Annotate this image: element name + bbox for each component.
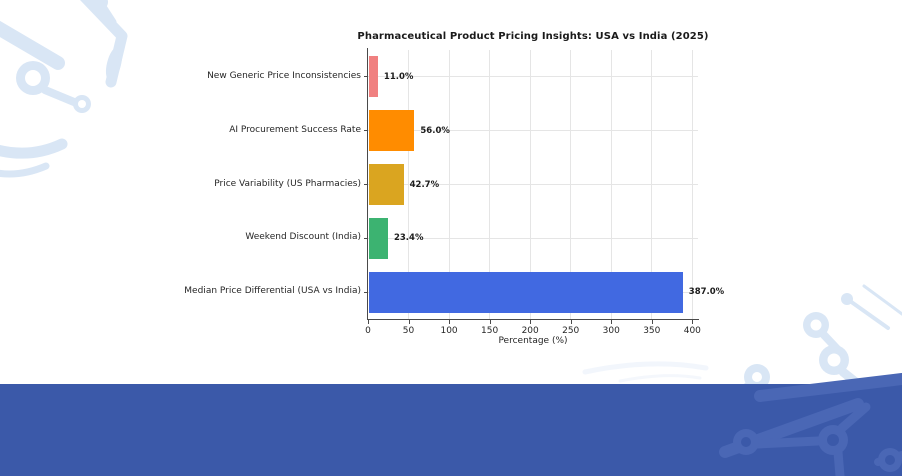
circuit-trace <box>0 20 65 70</box>
circuit-pad <box>841 293 853 305</box>
circuit-trace <box>41 86 78 106</box>
y-tick-mark <box>364 291 368 293</box>
circuit-pad-hole <box>885 455 895 465</box>
x-tick-label: 300 <box>602 326 620 336</box>
x-tick-mark <box>570 320 572 324</box>
y-tick-mark <box>364 184 368 185</box>
x-tick-label: 350 <box>643 326 661 336</box>
y-tick-mark <box>364 76 368 78</box>
y-gridline <box>368 237 698 239</box>
category-label: Price Variability (US Pharmacies) <box>214 178 361 189</box>
x-tick-label: 50 <box>402 326 415 336</box>
bar-3 <box>369 217 388 259</box>
x-tick-mark <box>651 320 653 324</box>
bar-value-label: 11.0% <box>383 71 414 82</box>
circuit-pad-holes-right <box>752 319 841 382</box>
circuit-pad-hole <box>810 319 822 331</box>
bar-value-label: 42.7% <box>409 179 440 190</box>
circuit-trace <box>582 361 709 375</box>
y-tick-mark <box>364 237 368 239</box>
circuit-trace <box>618 374 702 383</box>
x-tick-label: 400 <box>683 326 701 336</box>
circuit-pad <box>92 0 108 10</box>
x-tick-mark <box>408 320 410 324</box>
circuit-trace <box>848 299 890 330</box>
circuit-pad-holes-band <box>741 434 895 465</box>
circuit-pad-hole <box>752 372 762 382</box>
circuit-trace <box>0 138 68 159</box>
x-tick-mark <box>692 320 694 324</box>
bar-4 <box>369 271 683 313</box>
x-axis-spine <box>367 319 699 320</box>
category-label: Median Price Differential (USA vs India) <box>184 286 361 297</box>
footer-band <box>0 384 902 476</box>
x-tick-mark <box>489 320 491 324</box>
bar-value-label: 56.0% <box>420 125 450 136</box>
circuit-pad-hole <box>827 353 841 367</box>
category-label: AI Procurement Success Rate <box>229 124 361 135</box>
y-gridline <box>368 184 698 185</box>
x-tick-label: 200 <box>521 326 539 336</box>
circuit-loop <box>105 47 123 81</box>
x-tick-mark <box>368 320 369 324</box>
circuit-trace <box>0 162 50 178</box>
y-gridline <box>368 130 698 132</box>
bar-2 <box>369 164 404 205</box>
category-label: New Generic Price Inconsistencies <box>207 70 361 81</box>
bar-1 <box>369 110 415 152</box>
category-label: Weekend Discount (India) <box>245 232 361 243</box>
circuit-trace <box>754 373 902 402</box>
x-tick-mark <box>611 320 613 324</box>
y-tick-mark <box>364 130 368 132</box>
bar-value-label: 387.0% <box>688 287 725 298</box>
circuit-pad-hole <box>741 437 751 447</box>
circuit-trace <box>833 447 845 476</box>
y-gridline <box>368 76 698 78</box>
circuit-pad-hole <box>78 100 86 108</box>
circuit-trace <box>862 284 902 316</box>
circuit-pad-hole <box>25 70 41 86</box>
x-tick-mark <box>530 320 532 324</box>
x-tick-label: 250 <box>562 326 580 336</box>
x-tick-label: 100 <box>440 326 458 336</box>
x-tick-label: 0 <box>365 326 371 336</box>
circuit-trace <box>837 402 871 433</box>
chart-title: Pharmaceutical Product Pricing Insights:… <box>357 31 709 42</box>
circuit-trace <box>752 436 823 449</box>
x-axis-label: Percentage (%) <box>498 336 568 346</box>
bar-value-label: 23.4% <box>393 233 424 244</box>
x-tick-label: 150 <box>481 326 499 336</box>
circuit-pad-hole <box>827 434 839 446</box>
bar-0 <box>369 56 378 98</box>
x-tick-mark <box>449 320 451 324</box>
circuit-pad-holes-top-left <box>25 70 86 108</box>
